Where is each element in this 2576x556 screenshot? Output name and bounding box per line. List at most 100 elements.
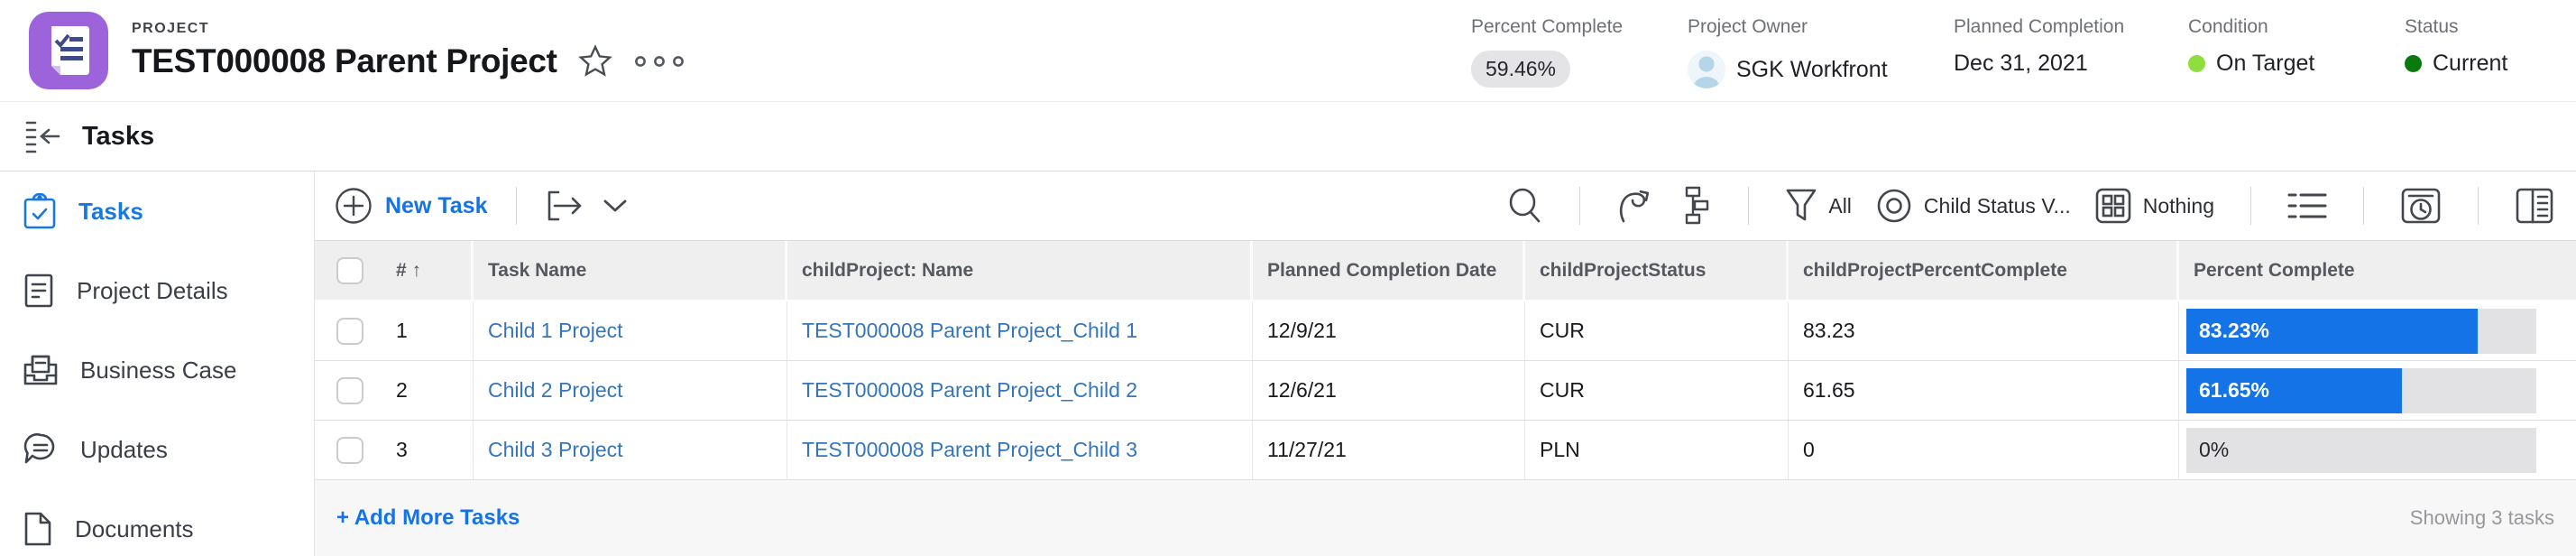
export-icon[interactable] (546, 188, 585, 224)
project-header: PROJECT TEST000008 Parent Project Percen… (0, 0, 2576, 102)
grouping-label: Nothing (2142, 193, 2214, 218)
column-header-child-project[interactable]: childProject: Name (787, 241, 1253, 300)
row-checkbox[interactable] (336, 317, 363, 345)
metric-status: Status Current (2405, 16, 2508, 76)
column-header-number[interactable]: # ↑ (315, 241, 474, 300)
status-dot (2405, 55, 2422, 72)
percent-complete-value: 83.23% (2199, 319, 2270, 342)
child-project-percent: 0 (1789, 421, 2179, 479)
chevron-down-icon[interactable] (602, 198, 629, 214)
table-row: 3 Child 3 Project TEST000008 Parent Proj… (315, 421, 2576, 480)
child-project-link[interactable]: TEST000008 Parent Project_Child 1 (802, 319, 1138, 342)
planned-completion-date: 12/6/21 (1253, 361, 1525, 420)
section-title: Tasks (82, 121, 155, 151)
column-header-child-percent[interactable]: childProjectPercentComplete (1789, 241, 2179, 300)
project-type-icon (29, 12, 108, 89)
page-title: TEST000008 Parent Project (132, 42, 557, 79)
percent-complete-bar: 61.65% (2186, 367, 2536, 413)
metric-percent-complete: Percent Complete 59.46% (1471, 16, 1688, 88)
table-header-row: # ↑ Task Name childProject: Name Planned… (315, 241, 2576, 301)
metric-condition: Condition On Target (2188, 16, 2315, 76)
grouping-control[interactable]: Nothing (2094, 187, 2214, 225)
business-case-icon (23, 352, 59, 388)
sidebar-item-updates[interactable]: Updates (0, 410, 314, 489)
project-metrics: Percent Complete 59.46% Project Owner SG… (1471, 13, 2540, 88)
summary-panel-icon[interactable] (2515, 187, 2554, 225)
status-value: Current (2433, 51, 2508, 76)
toolbar-divider (1748, 187, 1750, 225)
table-row: 2 Child 2 Project TEST000008 Parent Proj… (315, 361, 2576, 421)
child-project-status: PLN (1525, 421, 1789, 479)
percent-complete-bar: 83.23% (2186, 308, 2536, 354)
column-header-task-name[interactable]: Task Name (474, 241, 787, 300)
add-more-tasks-button[interactable]: + Add More Tasks (336, 505, 520, 530)
sidebar-item-label: Project Details (77, 276, 228, 304)
column-header-child-status[interactable]: childProjectStatus (1525, 241, 1789, 300)
planned-completion-date: 12/9/21 (1253, 301, 1525, 360)
percent-complete-value: 0% (2199, 438, 2230, 461)
child-project-percent: 83.23 (1789, 301, 2179, 360)
metric-project-owner: Project Owner SGK Workfront (1688, 16, 1954, 88)
row-checkbox[interactable] (336, 436, 363, 464)
toolbar-divider (1579, 187, 1581, 225)
title-block: PROJECT TEST000008 Parent Project (132, 21, 685, 80)
list-view-icon[interactable] (2287, 190, 2327, 221)
owner-avatar (1688, 51, 1725, 88)
toolbar-divider (2250, 187, 2251, 225)
favorite-star-icon[interactable] (577, 43, 613, 79)
percent-complete-pill: 59.46% (1471, 51, 1571, 88)
showing-tasks-count: Showing 3 tasks (2409, 506, 2554, 529)
child-project-link[interactable]: TEST000008 Parent Project_Child 2 (802, 378, 1138, 402)
percent-complete-bar: 0% (2186, 427, 2536, 473)
condition-value: On Target (2216, 51, 2315, 76)
task-name-link[interactable]: Child 3 Project (488, 438, 623, 461)
more-options-icon[interactable] (633, 54, 685, 69)
sidebar-item-documents[interactable]: Documents (0, 489, 314, 556)
sidebar-item-label: Updates (80, 435, 168, 463)
double-circle-icon (1875, 187, 1913, 225)
chat-bubble-icon (23, 431, 59, 468)
child-project-link[interactable]: TEST000008 Parent Project_Child 3 (802, 438, 1138, 461)
collapse-nav-icon[interactable] (24, 118, 62, 154)
child-project-status: CUR (1525, 361, 1789, 420)
column-header-planned-completion[interactable]: Planned Completion Date (1253, 241, 1525, 300)
gantt-chart-icon[interactable] (2400, 186, 2442, 226)
sidebar-item-label: Business Case (80, 356, 237, 384)
circle-plus-icon (335, 187, 373, 225)
sidebar-item-business-case[interactable]: Business Case (0, 330, 314, 410)
sidebar-item-tasks[interactable]: Tasks (0, 171, 314, 251)
planned-completion-date: 11/27/21 (1253, 421, 1525, 479)
child-project-status: CUR (1525, 301, 1789, 360)
table-footer: + Add More Tasks Showing 3 tasks (315, 480, 2576, 556)
filter-label: All (1828, 193, 1852, 218)
section-bar: Tasks (0, 102, 2576, 171)
document-lines-icon (23, 273, 55, 309)
search-icon[interactable] (1507, 187, 1543, 225)
left-panel: Tasks Project Details (0, 171, 314, 556)
sidebar-item-project-details[interactable]: Project Details (0, 251, 314, 330)
view-control[interactable]: Child Status V... (1875, 187, 2071, 225)
select-all-checkbox[interactable] (336, 256, 363, 284)
new-task-button[interactable]: New Task (335, 187, 487, 225)
grid-squares-icon (2094, 187, 2132, 225)
child-project-percent: 61.65 (1789, 361, 2179, 420)
list-toolbar: New Task (315, 171, 2576, 240)
curved-arrow-icon[interactable] (1616, 187, 1656, 225)
sidebar-item-label: Documents (75, 514, 194, 542)
task-name-link[interactable]: Child 1 Project (488, 319, 623, 342)
filter-funnel-icon (1785, 187, 1817, 225)
owner-name: SGK Workfront (1736, 56, 1888, 82)
task-number: 3 (396, 438, 408, 461)
planned-completion-date: Dec 31, 2021 (1954, 51, 2088, 76)
row-checkbox[interactable] (336, 376, 363, 404)
column-header-percent-complete[interactable]: Percent Complete (2194, 259, 2355, 281)
toolbar-divider (516, 187, 518, 225)
filter-control[interactable]: All (1785, 187, 1852, 225)
task-list-panel: New Task (314, 171, 2576, 556)
hierarchy-icon[interactable] (1679, 186, 1712, 226)
task-name-link[interactable]: Child 2 Project (488, 378, 623, 402)
view-label: Child Status V... (1923, 193, 2071, 218)
toolbar-divider (2478, 187, 2479, 225)
table-row: 1 Child 1 Project TEST000008 Parent Proj… (315, 301, 2576, 361)
